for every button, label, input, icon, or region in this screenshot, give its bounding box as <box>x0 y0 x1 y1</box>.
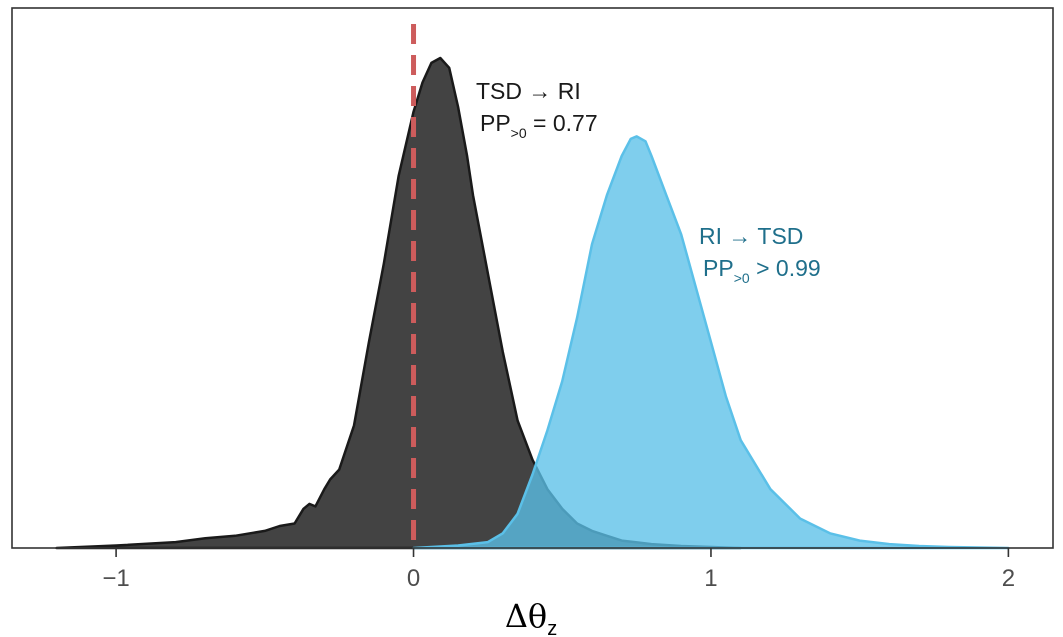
axes: −1 0 1 2 <box>11 7 1054 592</box>
tsd-to-ri-pp-subscript: >0 <box>511 125 527 141</box>
ri-to-tsd-pp-value: > 0.99 <box>750 255 821 281</box>
x-axis-label: Δθz <box>505 597 557 637</box>
x-tick-label: 2 <box>1002 565 1015 592</box>
plot-area <box>55 24 1010 550</box>
x-tick-label: 1 <box>704 565 717 592</box>
ri-to-tsd-pp-subscript: >0 <box>734 270 750 286</box>
x-axis-label-subscript: z <box>547 618 557 637</box>
tsd-to-ri-pp-value: = 0.77 <box>527 110 598 136</box>
ri-to-tsd-label: RI → TSD <box>699 223 803 249</box>
plot-frame <box>11 7 1054 549</box>
density-series-1 <box>412 135 1010 550</box>
tsd-to-ri-annotation: TSD → RI PP>0 = 0.77 <box>476 78 598 141</box>
x-tick-label: 0 <box>407 565 420 592</box>
x-tick-label: −1 <box>102 565 129 592</box>
ri-to-tsd-pp-label: PP <box>703 255 734 281</box>
ri-to-tsd-annotation: RI → TSD PP>0 > 0.99 <box>699 223 821 286</box>
x-axis-label-main: Δθ <box>505 597 547 635</box>
tsd-to-ri-pp-label: PP <box>480 110 511 136</box>
tsd-to-ri-label: TSD → RI <box>476 78 581 104</box>
